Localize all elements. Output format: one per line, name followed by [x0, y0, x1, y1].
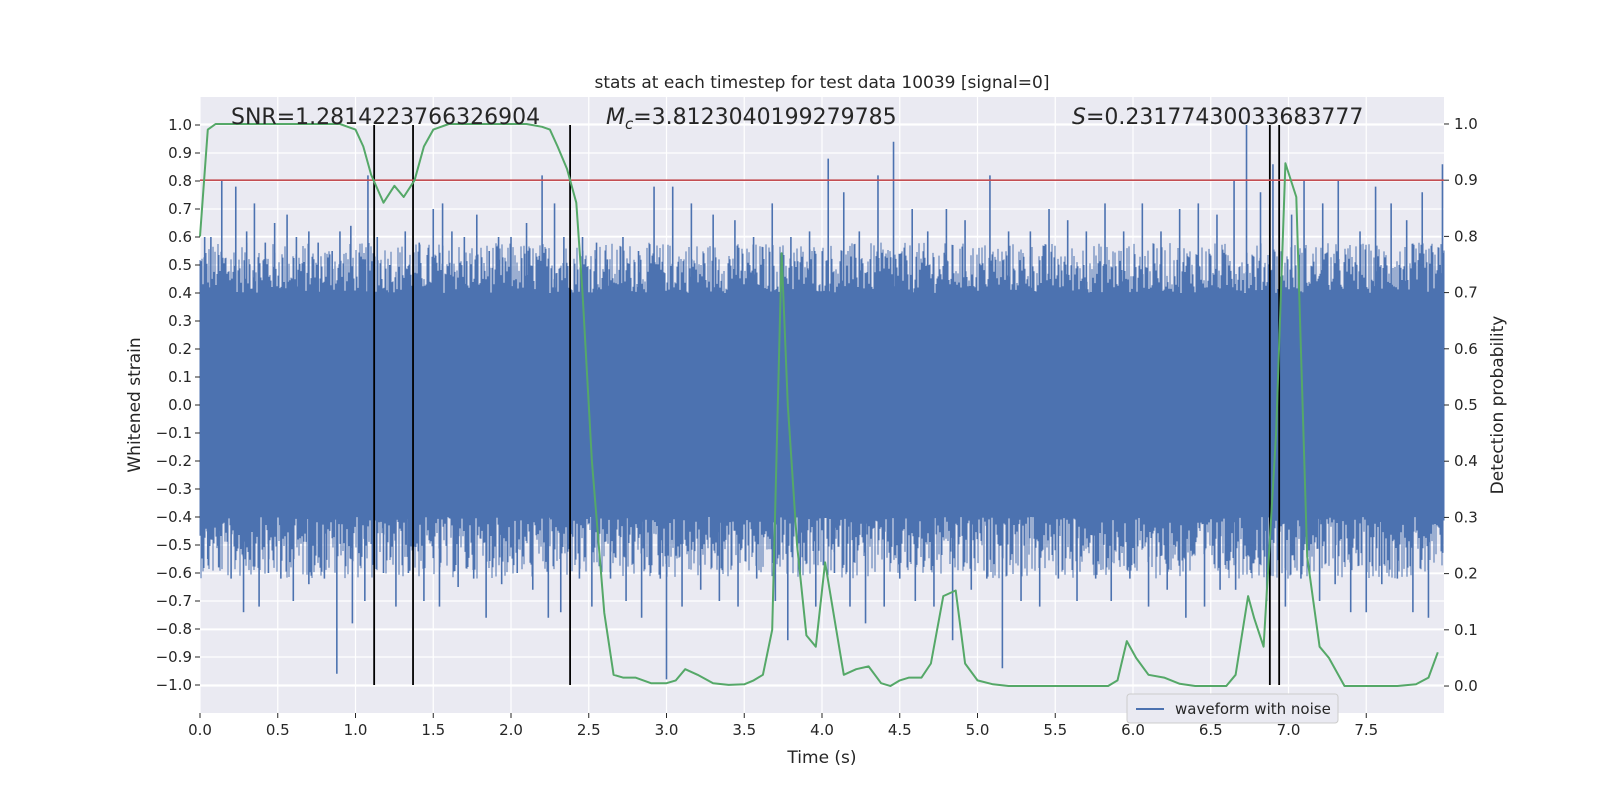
x-tick-label: 7.5	[1354, 721, 1378, 739]
y-tick-label: −0.1	[156, 424, 192, 442]
detection-probability-line	[199, 123, 1439, 687]
legend-label-waveform: waveform with noise	[1175, 700, 1331, 718]
y-tick-label: −0.3	[156, 480, 192, 498]
y2-tick-label: 1.0	[1454, 115, 1478, 133]
x-tick-label: 6.0	[1121, 721, 1145, 739]
y-tick-label: 0.7	[168, 200, 192, 218]
y-tick-label: 0.9	[168, 144, 192, 162]
y-tick-label: −0.7	[156, 592, 192, 610]
y-tick-label: 1.0	[168, 116, 192, 134]
x-tick-label: 6.5	[1199, 721, 1223, 739]
s-annotation: S=0.23177430033683777	[1072, 105, 1363, 130]
y2-tick-label: 0.3	[1454, 508, 1478, 526]
chart-title: stats at each timestep for test data 100…	[595, 73, 1050, 93]
y-tick-label: 0.5	[168, 256, 192, 274]
x-tick-label: 0.5	[266, 721, 290, 739]
x-tick-label: 4.0	[810, 721, 834, 739]
mc-symbol: M	[606, 105, 625, 130]
y2-tick-label: 0.8	[1454, 227, 1478, 245]
y-tick-label: −0.5	[156, 536, 192, 554]
legend-box	[1126, 693, 1339, 724]
legend: waveform with noise	[1126, 693, 1339, 724]
x-axis-ticks: 0.0 0.5 1.0 1.5 2.0 2.5 3.0 3.5 4.0 4.5 5.0 5.5 6.0 6…	[188, 713, 1378, 739]
waveform-series	[199, 125, 1445, 680]
y-tick-label: 0.2	[168, 340, 192, 358]
y-tick-label: 0.6	[168, 228, 192, 246]
y-tick-label: −1.0	[156, 676, 192, 694]
detection-probability-series	[199, 123, 1439, 687]
y2-tick-label: 0.4	[1454, 452, 1478, 470]
x-tick-label: 0.0	[188, 721, 212, 739]
s-value: =0.23177430033683777	[1086, 105, 1363, 130]
x-axis-label: Time (s)	[786, 748, 856, 768]
y-tick-label: −0.2	[156, 452, 192, 470]
y2-tick-label: 0.5	[1454, 396, 1478, 414]
x-tick-label: 5.5	[1043, 721, 1067, 739]
y-tick-label: −0.6	[156, 564, 192, 582]
y-tick-label: 0.1	[168, 368, 192, 386]
y-axis-label: Whitened strain	[125, 337, 145, 472]
x-tick-label: 7.0	[1277, 721, 1301, 739]
y2-tick-label: 0.0	[1454, 677, 1478, 695]
x-tick-label: 3.5	[732, 721, 756, 739]
y2-axis-label: Detection probability	[1488, 316, 1508, 495]
y2-tick-label: 0.6	[1454, 340, 1478, 358]
waveform-noise	[199, 242, 1445, 579]
x-tick-label: 2.5	[577, 721, 601, 739]
x-tick-label: 5.0	[966, 721, 990, 739]
x-tick-label: 3.0	[655, 721, 679, 739]
s-symbol: S	[1072, 105, 1086, 130]
y-tick-label: −0.4	[156, 508, 192, 526]
y-tick-label: 0.0	[168, 396, 192, 414]
y-tick-label: −0.9	[156, 648, 192, 666]
x-tick-label: 1.0	[344, 721, 368, 739]
x-tick-label: 2.0	[499, 721, 523, 739]
y2-tick-label: 0.1	[1454, 621, 1478, 639]
y-axis-ticks: 1.0 0.9 0.8 0.7 0.6 0.5 0.4 0.3 0.2 0.1 0.0 −0.1 −0.…	[156, 116, 200, 694]
y2-tick-label: 0.7	[1454, 284, 1478, 302]
y-tick-label: 0.4	[168, 284, 192, 302]
y-tick-label: 0.3	[168, 312, 192, 330]
y-tick-label: 0.8	[168, 172, 192, 190]
y-tick-label: −0.8	[156, 620, 192, 638]
vertical-markers	[373, 125, 1281, 685]
x-tick-label: 1.5	[421, 721, 445, 739]
mc-annotation: Mc=3.8123040199279785	[606, 105, 897, 133]
x-tick-label: 4.5	[888, 721, 912, 739]
mc-subscript: c	[625, 115, 634, 133]
y2-tick-label: 0.2	[1454, 565, 1478, 583]
mc-value: =3.8123040199279785	[633, 105, 896, 130]
y2-tick-label: 0.9	[1454, 171, 1478, 189]
snr-annotation: SNR=1.2814223766326904	[231, 105, 540, 130]
y2-axis-ticks: 1.0 0.9 0.8 0.7 0.6 0.5 0.4 0.3 0.2 0.1 0.0	[1444, 115, 1478, 695]
